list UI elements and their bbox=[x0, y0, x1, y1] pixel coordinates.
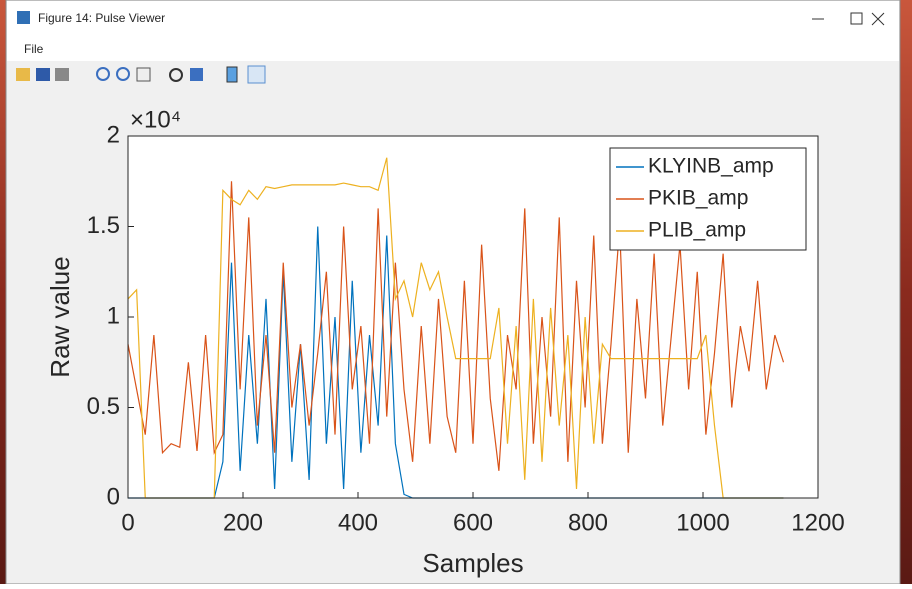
close-button[interactable] bbox=[871, 12, 885, 26]
data-line bbox=[127, 181, 785, 471]
window-title: Figure 14: Pulse Viewer bbox=[38, 11, 165, 25]
x-tick-label: 400 bbox=[338, 509, 378, 536]
menu-bar bbox=[7, 35, 899, 61]
legend-label: KLYINB_amp bbox=[648, 155, 774, 178]
data-line bbox=[127, 157, 784, 499]
x-tick-label: 1000 bbox=[676, 509, 729, 536]
y-tick-label: 1 bbox=[107, 302, 120, 329]
toolbar-icons[interactable] bbox=[16, 65, 266, 84]
x-tick-label: 200 bbox=[223, 509, 263, 536]
x-axis-label: Samples bbox=[422, 548, 523, 578]
legend-label: PKIB_amp bbox=[648, 187, 748, 210]
x-tick-label: 800 bbox=[568, 509, 608, 536]
y-tick-label: 1.5 bbox=[87, 212, 120, 239]
y-tick-label: 2 bbox=[107, 121, 120, 148]
title-bar bbox=[7, 1, 899, 35]
maximize-button[interactable] bbox=[850, 12, 863, 25]
x-tick-label: 600 bbox=[453, 509, 493, 536]
app-icon bbox=[17, 11, 30, 24]
x-tick-label: 0 bbox=[121, 509, 134, 536]
y-tick-label: 0.5 bbox=[87, 393, 120, 420]
y-axis-label: Raw value bbox=[45, 256, 75, 377]
y-exponent: ×10⁴ bbox=[130, 106, 181, 133]
menu-item[interactable]: File bbox=[24, 42, 44, 56]
y-tick-label: 0 bbox=[107, 483, 120, 510]
toolbar bbox=[7, 61, 899, 89]
x-tick-label: 1200 bbox=[791, 509, 844, 536]
legend-label: PLIB_amp bbox=[648, 219, 746, 242]
